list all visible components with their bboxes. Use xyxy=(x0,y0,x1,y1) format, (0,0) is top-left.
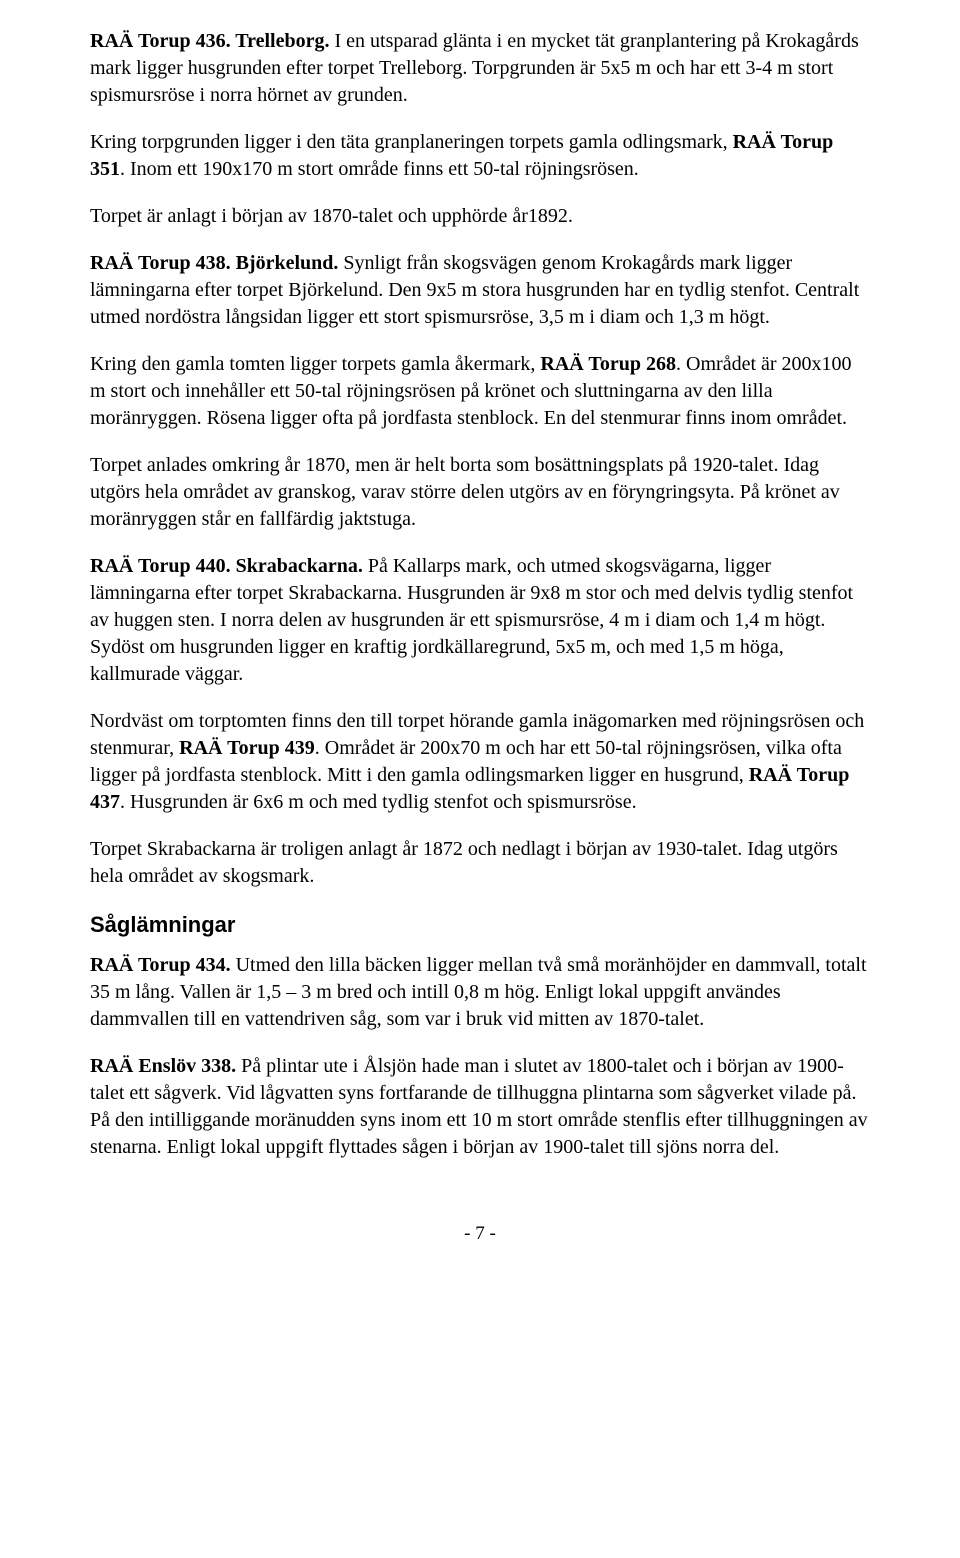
bold-label: RAÄ Torup 439 xyxy=(179,737,315,759)
paragraph-torup-351: Kring torpgrunden ligger i den täta gran… xyxy=(90,129,870,183)
paragraph-torup-268: Kring den gamla tomten ligger torpets ga… xyxy=(90,351,870,432)
paragraph-torup-440: RAÄ Torup 440. Skrabackarna. På Kallarps… xyxy=(90,553,870,688)
body-text: . Husgrunden är 6x6 m och med tydlig ste… xyxy=(120,791,637,813)
paragraph-torup-434: RAÄ Torup 434. Utmed den lilla bäcken li… xyxy=(90,952,870,1033)
paragraph-history-1: Torpet är anlagt i början av 1870-talet … xyxy=(90,203,870,230)
bold-label: RAÄ Torup 434. xyxy=(90,954,231,976)
body-text: Kring torpgrunden ligger i den täta gran… xyxy=(90,131,733,153)
bold-label: RAÄ Torup 438. Björkelund. xyxy=(90,252,338,274)
heading-saglamningar: Såglämningar xyxy=(90,910,870,940)
bold-label: RAÄ Torup 268 xyxy=(540,353,676,375)
paragraph-torup-439-437: Nordväst om torptomten finns den till to… xyxy=(90,708,870,816)
paragraph-torup-438: RAÄ Torup 438. Björkelund. Synligt från … xyxy=(90,250,870,331)
body-text: Kring den gamla tomten ligger torpets ga… xyxy=(90,353,540,375)
page-number: - 7 - xyxy=(90,1221,870,1247)
bold-label: RAÄ Torup 440. Skrabackarna. xyxy=(90,555,363,577)
paragraph-enslov-338: RAÄ Enslöv 338. På plintar ute i Ålsjön … xyxy=(90,1053,870,1161)
paragraph-history-3: Torpet Skrabackarna är troligen anlagt å… xyxy=(90,836,870,890)
paragraph-torup-436: RAÄ Torup 436. Trelleborg. I en utsparad… xyxy=(90,28,870,109)
bold-label: RAÄ Enslöv 338. xyxy=(90,1055,236,1077)
bold-label: RAÄ Torup 436. Trelleborg. xyxy=(90,30,329,52)
paragraph-history-2: Torpet anlades omkring år 1870, men är h… xyxy=(90,452,870,533)
body-text: . Inom ett 190x170 m stort område finns … xyxy=(120,158,639,180)
